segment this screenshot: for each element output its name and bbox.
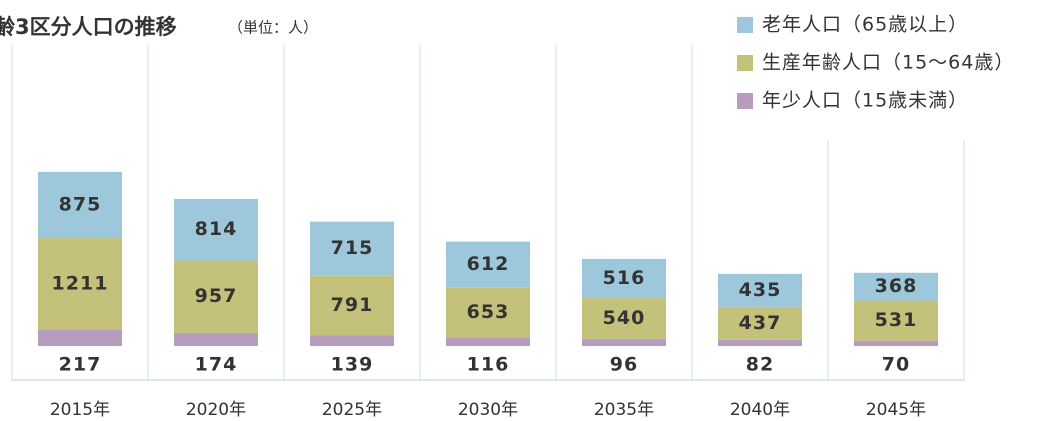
bar-segment [174, 332, 258, 346]
x-tick-label: 2015年 [50, 400, 110, 420]
chart-subtitle: （単位：人） [228, 19, 318, 37]
data-label: 875 [59, 193, 102, 215]
x-tick-label: 2020年 [186, 400, 246, 420]
data-label: 814 [195, 218, 238, 240]
data-label: 437 [739, 312, 782, 334]
bar-segment [38, 329, 122, 346]
legend-label: 生産年齢人口（15～64歳） [762, 52, 1014, 74]
data-label: 139 [331, 354, 374, 376]
bar-segment [854, 272, 938, 301]
x-tick-label: 2040年 [730, 400, 790, 420]
legend-label: 老年人口（65歳以上） [762, 14, 968, 36]
data-label: 174 [195, 354, 238, 376]
data-label: 116 [467, 354, 510, 376]
legend-label: 年少人口（15歳未満） [762, 90, 968, 112]
data-label: 96 [610, 354, 638, 376]
data-label: 531 [875, 309, 918, 331]
data-label: 957 [195, 285, 238, 307]
data-label: 516 [603, 267, 646, 289]
legend-swatch [737, 55, 753, 71]
bar-segment [446, 337, 530, 346]
bar-segment [718, 273, 802, 307]
bar-segment [174, 260, 258, 333]
bar-segment [718, 339, 802, 346]
x-tick-label: 2025年 [322, 400, 382, 420]
data-label: 715 [331, 237, 374, 259]
legend-swatch [737, 93, 753, 109]
bar-segment [446, 287, 530, 338]
data-label: 540 [603, 307, 646, 329]
bar-segment [38, 238, 122, 330]
bar-segment [310, 275, 394, 336]
chart-title: 齢3区分人口の推移 [0, 15, 177, 39]
data-label: 791 [331, 294, 374, 316]
bar-segment [854, 340, 938, 346]
x-tick-label: 2035年 [594, 400, 654, 420]
data-label: 217 [59, 354, 102, 376]
bar-segment [718, 306, 802, 340]
bar-segment [310, 335, 394, 346]
legend-swatch [737, 17, 753, 33]
x-tick-label: 2030年 [458, 400, 518, 420]
x-tick-label: 2045年 [866, 400, 926, 420]
bar-segment [582, 258, 666, 298]
data-label: 612 [467, 253, 510, 275]
bar-segment [174, 198, 258, 261]
data-label: 70 [882, 354, 910, 376]
bar-segment [38, 171, 122, 239]
data-label: 1211 [52, 272, 109, 294]
bar-segment [446, 241, 530, 288]
bar-segment [582, 297, 666, 339]
data-label: 435 [739, 279, 782, 301]
bar-segment [310, 221, 394, 276]
bar-segment [582, 338, 666, 346]
data-label: 653 [467, 301, 510, 323]
data-label: 368 [875, 275, 918, 297]
data-label: 82 [746, 354, 774, 376]
bar-segment [854, 300, 938, 341]
